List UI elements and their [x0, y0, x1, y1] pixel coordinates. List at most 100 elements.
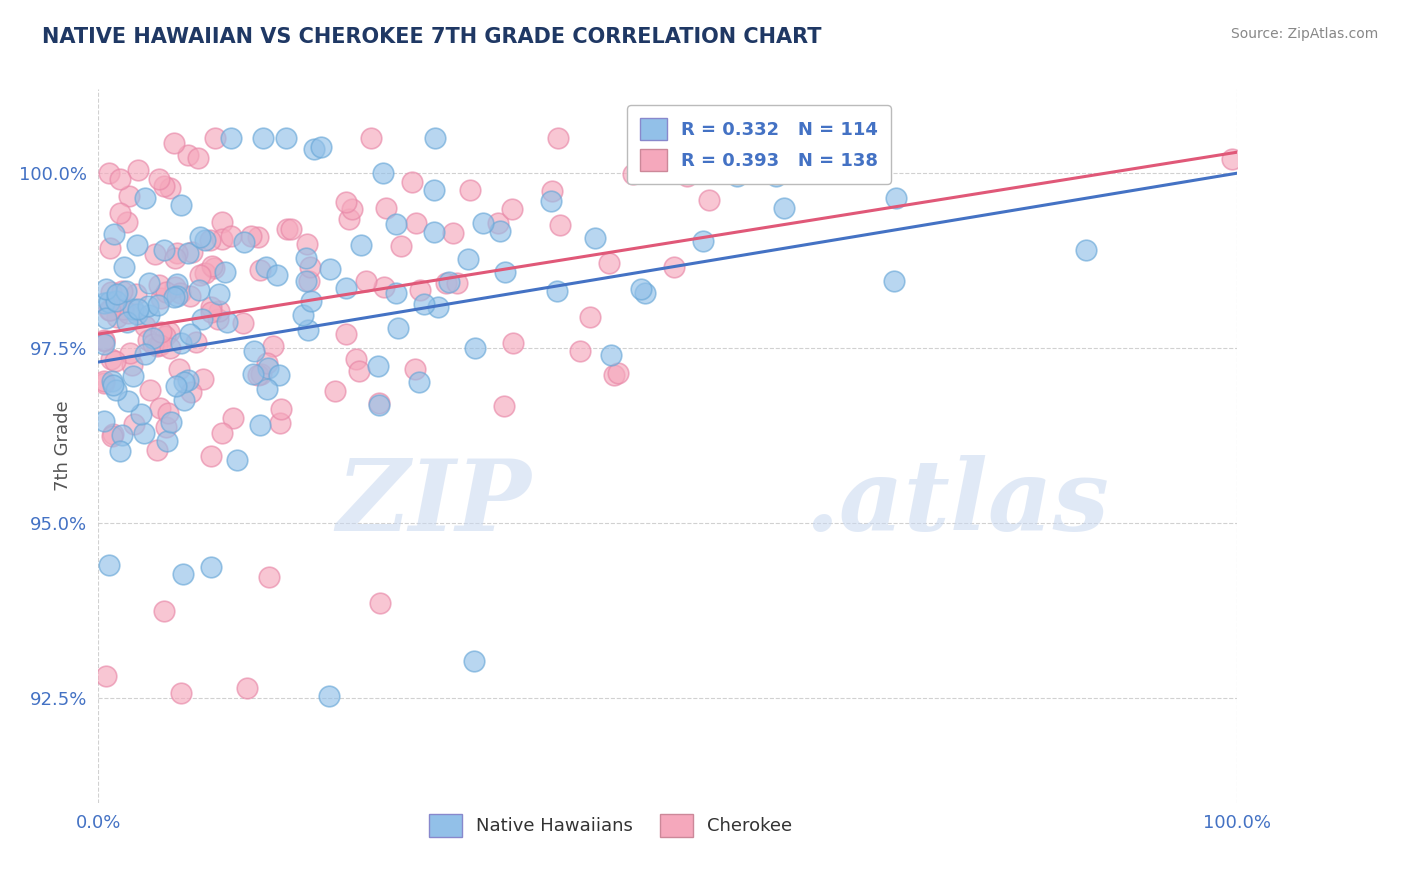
- Point: [295, 252, 318, 266]
- Point: [659, 143, 682, 157]
- Point: [100, 352, 122, 367]
- Point: [200, 305, 222, 319]
- Point: [211, 215, 233, 229]
- Point: [408, 376, 430, 390]
- Point: [193, 372, 215, 386]
- Point: [204, 131, 226, 145]
- Point: [165, 251, 187, 265]
- Point: [634, 285, 657, 300]
- Point: [134, 191, 156, 205]
- Point: [169, 285, 191, 300]
- Point: [172, 566, 194, 581]
- Point: [149, 338, 172, 352]
- Point: [219, 229, 242, 244]
- Point: [494, 264, 516, 278]
- Point: [117, 315, 139, 329]
- Point: [773, 201, 796, 215]
- Point: [235, 681, 257, 695]
- Point: [387, 321, 409, 335]
- Point: [494, 399, 516, 413]
- Point: [103, 377, 125, 392]
- Text: ZIP: ZIP: [336, 455, 531, 551]
- Point: [98, 302, 121, 317]
- Point: [187, 151, 209, 165]
- Point: [350, 238, 373, 252]
- Point: [115, 284, 138, 298]
- Point: [664, 260, 686, 275]
- Point: [211, 232, 233, 246]
- Point: [143, 246, 166, 260]
- Point: [367, 396, 389, 410]
- Point: [405, 217, 427, 231]
- Point: [385, 285, 408, 300]
- Point: [274, 131, 297, 145]
- Point: [148, 172, 170, 186]
- Point: [112, 260, 135, 274]
- Point: [108, 206, 131, 220]
- Point: [692, 234, 714, 248]
- Point: [299, 260, 322, 275]
- Point: [356, 274, 378, 288]
- Point: [200, 300, 222, 314]
- Point: [121, 301, 143, 316]
- Point: [472, 216, 495, 230]
- Point: [489, 224, 512, 238]
- Point: [125, 307, 148, 321]
- Point: [247, 229, 270, 244]
- Point: [502, 335, 524, 350]
- Point: [97, 558, 120, 572]
- Point: [233, 235, 256, 249]
- Point: [159, 180, 181, 194]
- Point: [96, 311, 118, 326]
- Point: [254, 260, 277, 274]
- Point: [446, 276, 468, 290]
- Point: [177, 246, 200, 260]
- Point: [217, 315, 239, 329]
- Point: [240, 229, 263, 244]
- Point: [122, 417, 145, 432]
- Point: [208, 304, 231, 318]
- Point: [243, 343, 266, 358]
- Point: [179, 327, 201, 342]
- Point: [222, 410, 245, 425]
- Point: [409, 284, 432, 298]
- Point: [323, 384, 346, 399]
- Point: [295, 274, 318, 288]
- Point: [169, 362, 191, 376]
- Point: [170, 686, 193, 700]
- Point: [309, 140, 332, 154]
- Point: [179, 289, 201, 303]
- Point: [103, 227, 125, 242]
- Point: [93, 337, 115, 351]
- Point: [155, 420, 177, 434]
- Point: [134, 318, 156, 333]
- Point: [121, 358, 143, 372]
- Point: [301, 293, 323, 308]
- Point: [256, 356, 278, 370]
- Text: 7th Grade: 7th Grade: [55, 401, 72, 491]
- Point: [127, 163, 149, 178]
- Point: [291, 308, 314, 322]
- Point: [630, 282, 652, 296]
- Point: [142, 336, 165, 351]
- Point: [568, 344, 591, 359]
- Point: [252, 131, 274, 145]
- Text: .atlas: .atlas: [804, 455, 1109, 551]
- Point: [242, 367, 264, 381]
- Point: [389, 239, 412, 253]
- Point: [153, 328, 176, 343]
- Point: [202, 260, 225, 275]
- Point: [108, 444, 131, 458]
- Point: [546, 284, 568, 298]
- Point: [105, 287, 128, 301]
- Point: [194, 266, 217, 280]
- Point: [136, 299, 159, 313]
- Point: [256, 382, 278, 396]
- Point: [117, 306, 139, 320]
- Point: [441, 226, 464, 240]
- Point: [157, 326, 180, 340]
- Point: [344, 352, 367, 367]
- Point: [188, 268, 211, 282]
- Point: [725, 169, 748, 184]
- Point: [108, 172, 131, 186]
